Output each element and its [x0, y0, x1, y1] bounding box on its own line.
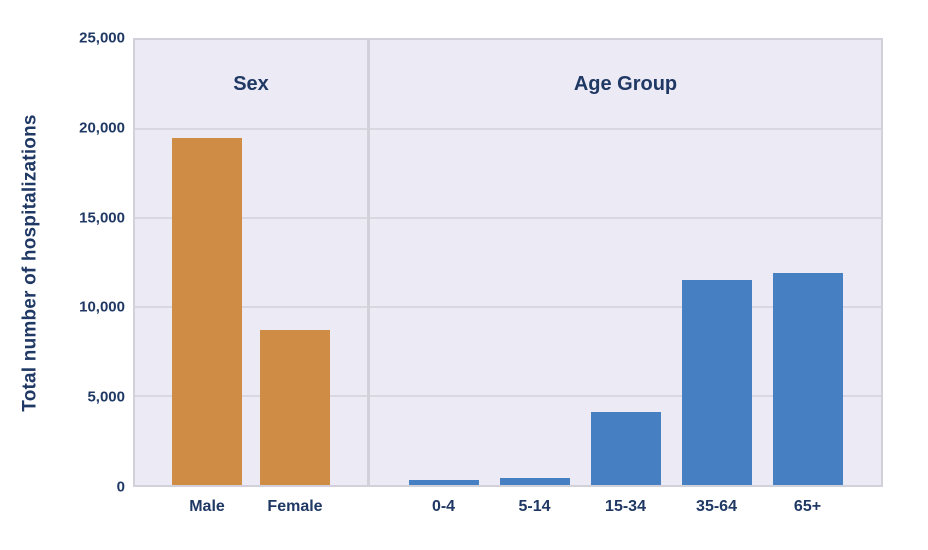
bar-35-64: [681, 280, 752, 485]
slot-male: Male: [163, 40, 251, 515]
panel-sex: Sex Male Female: [135, 40, 367, 515]
slot-0-4: 0-4: [398, 40, 489, 515]
gridline-10000: [135, 306, 367, 308]
x-label-35-64: 35-64: [696, 498, 737, 515]
plot-area: Sex Male Female Age Group 0-4 5-14 15-34 35-64 6…: [133, 38, 883, 515]
bar-15-34: [590, 412, 661, 485]
x-label-15-34: 15-34: [605, 498, 646, 515]
bar-male: [172, 137, 242, 485]
slot-5-14: 5-14: [489, 40, 580, 515]
x-label-5-14: 5-14: [518, 498, 551, 515]
x-label-female: Female: [267, 498, 323, 515]
gridline-15000: [370, 217, 881, 219]
y-tick-0: 0: [116, 478, 125, 496]
panel-age-group: Age Group 0-4 5-14 15-34 35-64 65+: [367, 40, 881, 515]
gridline-20000: [370, 128, 881, 130]
gridline-5000: [370, 395, 881, 397]
y-tick-25-000: 25,000: [79, 29, 125, 47]
bar-5-14: [499, 477, 570, 485]
y-tick-20-000: 20,000: [79, 119, 125, 137]
x-label-0-4: 0-4: [431, 498, 456, 515]
gridline-20000: [135, 128, 367, 130]
bar-slots-sex: Male Female: [135, 40, 367, 515]
y-tick-10-000: 10,000: [79, 298, 125, 316]
bar-65plus: [772, 273, 843, 485]
panel-title-age-group: Age Group: [573, 73, 678, 95]
slot-female: Female: [251, 40, 339, 515]
gridline-5000: [135, 395, 367, 397]
gridline-10000: [370, 306, 881, 308]
y-axis-ticks: 25,000 20,000 15,000 10,000 5,000 0: [0, 30, 125, 496]
bar-0-4: [408, 479, 479, 485]
slot-15-34: 15-34: [580, 40, 671, 515]
bar-slots-age-group: 0-4 5-14 15-34 35-64 65+: [370, 40, 881, 515]
panel-title-sex: Sex: [233, 73, 269, 95]
slot-65plus: 65+: [762, 40, 853, 515]
x-label-65plus: 65+: [793, 498, 822, 515]
y-tick-5-000: 5,000: [87, 388, 125, 406]
slot-35-64: 35-64: [671, 40, 762, 515]
gridline-15000: [135, 217, 367, 219]
y-tick-15-000: 15,000: [79, 209, 125, 227]
x-label-male: Male: [189, 498, 225, 515]
bar-female: [260, 330, 330, 485]
